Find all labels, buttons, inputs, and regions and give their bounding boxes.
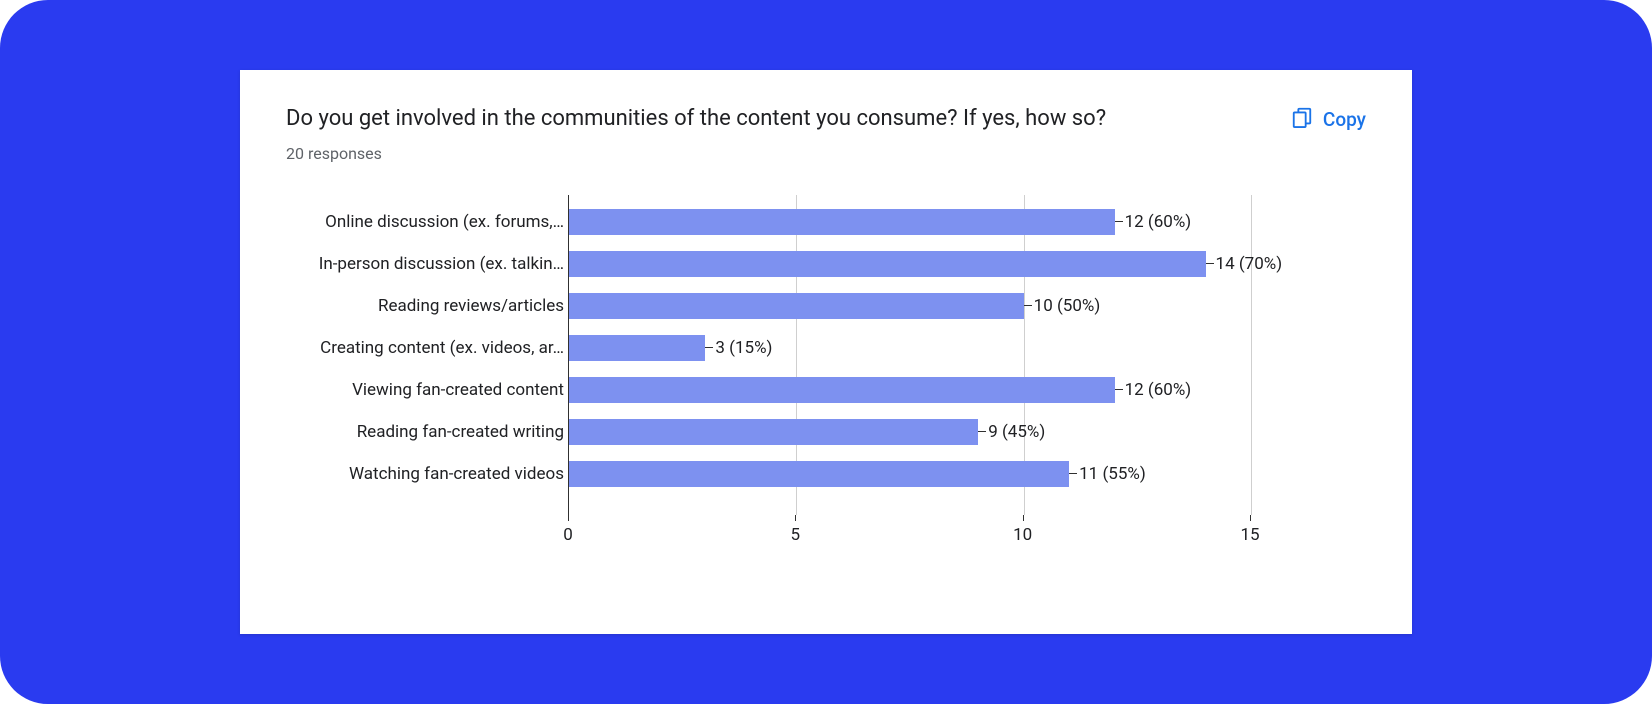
copy-button-label: Copy — [1323, 108, 1366, 131]
bar — [569, 251, 1206, 277]
bar-value-label: 14 (70%) — [1216, 254, 1283, 274]
bar-value-label: 12 (60%) — [1125, 212, 1192, 232]
bar-value-label: 3 (15%) — [715, 338, 772, 358]
x-tick-mark — [795, 515, 796, 521]
bar — [569, 419, 978, 445]
question-title: Do you get involved in the communities o… — [286, 104, 1291, 134]
bar — [569, 209, 1115, 235]
bar-leader-tick — [1024, 305, 1032, 306]
response-count: 20 responses — [286, 144, 1291, 163]
bar-leader-tick — [1115, 389, 1123, 390]
x-tick-mark — [568, 515, 569, 521]
category-label: Creating content (ex. videos, ar… — [320, 338, 564, 358]
bar-row: 12 (60%) — [569, 209, 1191, 235]
bar-leader-tick — [978, 431, 986, 432]
bar-leader-tick — [1069, 473, 1077, 474]
x-tick-mark — [1250, 515, 1251, 521]
bar-chart: 12 (60%) 14 (70%) 10 (50%) 3 (15%) 12 (60%) 9… — [286, 195, 1366, 555]
bar — [569, 293, 1024, 319]
bar — [569, 377, 1115, 403]
bar-value-label: 9 (45%) — [988, 422, 1045, 442]
bar — [569, 461, 1069, 487]
bar-value-label: 12 (60%) — [1125, 380, 1192, 400]
category-label: Reading reviews/articles — [378, 296, 564, 316]
category-label: Online discussion (ex. forums,… — [325, 212, 564, 232]
title-block: Do you get involved in the communities o… — [286, 104, 1291, 187]
bar-row: 12 (60%) — [569, 377, 1191, 403]
x-tick-label: 5 — [791, 525, 801, 545]
plot-area: 12 (60%)14 (70%)10 (50%)3 (15%)12 (60%)9… — [568, 195, 1250, 515]
category-label: Reading fan-created writing — [357, 422, 564, 442]
category-label: Viewing fan-created content — [352, 380, 564, 400]
page-background: Do you get involved in the communities o… — [0, 0, 1652, 704]
gridline — [1251, 195, 1252, 515]
bar-row: 11 (55%) — [569, 461, 1146, 487]
bar-leader-tick — [1115, 221, 1123, 222]
x-tick-label: 15 — [1240, 525, 1259, 545]
bar-value-label: 10 (50%) — [1034, 296, 1101, 316]
bar-row: 3 (15%) — [569, 335, 772, 361]
bar-value-label: 11 (55%) — [1079, 464, 1146, 484]
bar — [569, 335, 705, 361]
category-label: Watching fan-created videos — [349, 464, 564, 484]
bar-row: 10 (50%) — [569, 293, 1100, 319]
copy-icon — [1291, 106, 1313, 133]
copy-button[interactable]: Copy — [1291, 104, 1366, 133]
chart-card: Do you get involved in the communities o… — [240, 70, 1412, 634]
card-header: Do you get involved in the communities o… — [286, 104, 1366, 187]
x-tick-mark — [1023, 515, 1024, 521]
bar-leader-tick — [705, 347, 713, 348]
category-label: In-person discussion (ex. talkin… — [319, 254, 564, 274]
x-tick-label: 10 — [1013, 525, 1032, 545]
bar-row: 14 (70%) — [569, 251, 1282, 277]
bar-leader-tick — [1206, 263, 1214, 264]
bar-row: 9 (45%) — [569, 419, 1045, 445]
x-tick-label: 0 — [563, 525, 573, 545]
